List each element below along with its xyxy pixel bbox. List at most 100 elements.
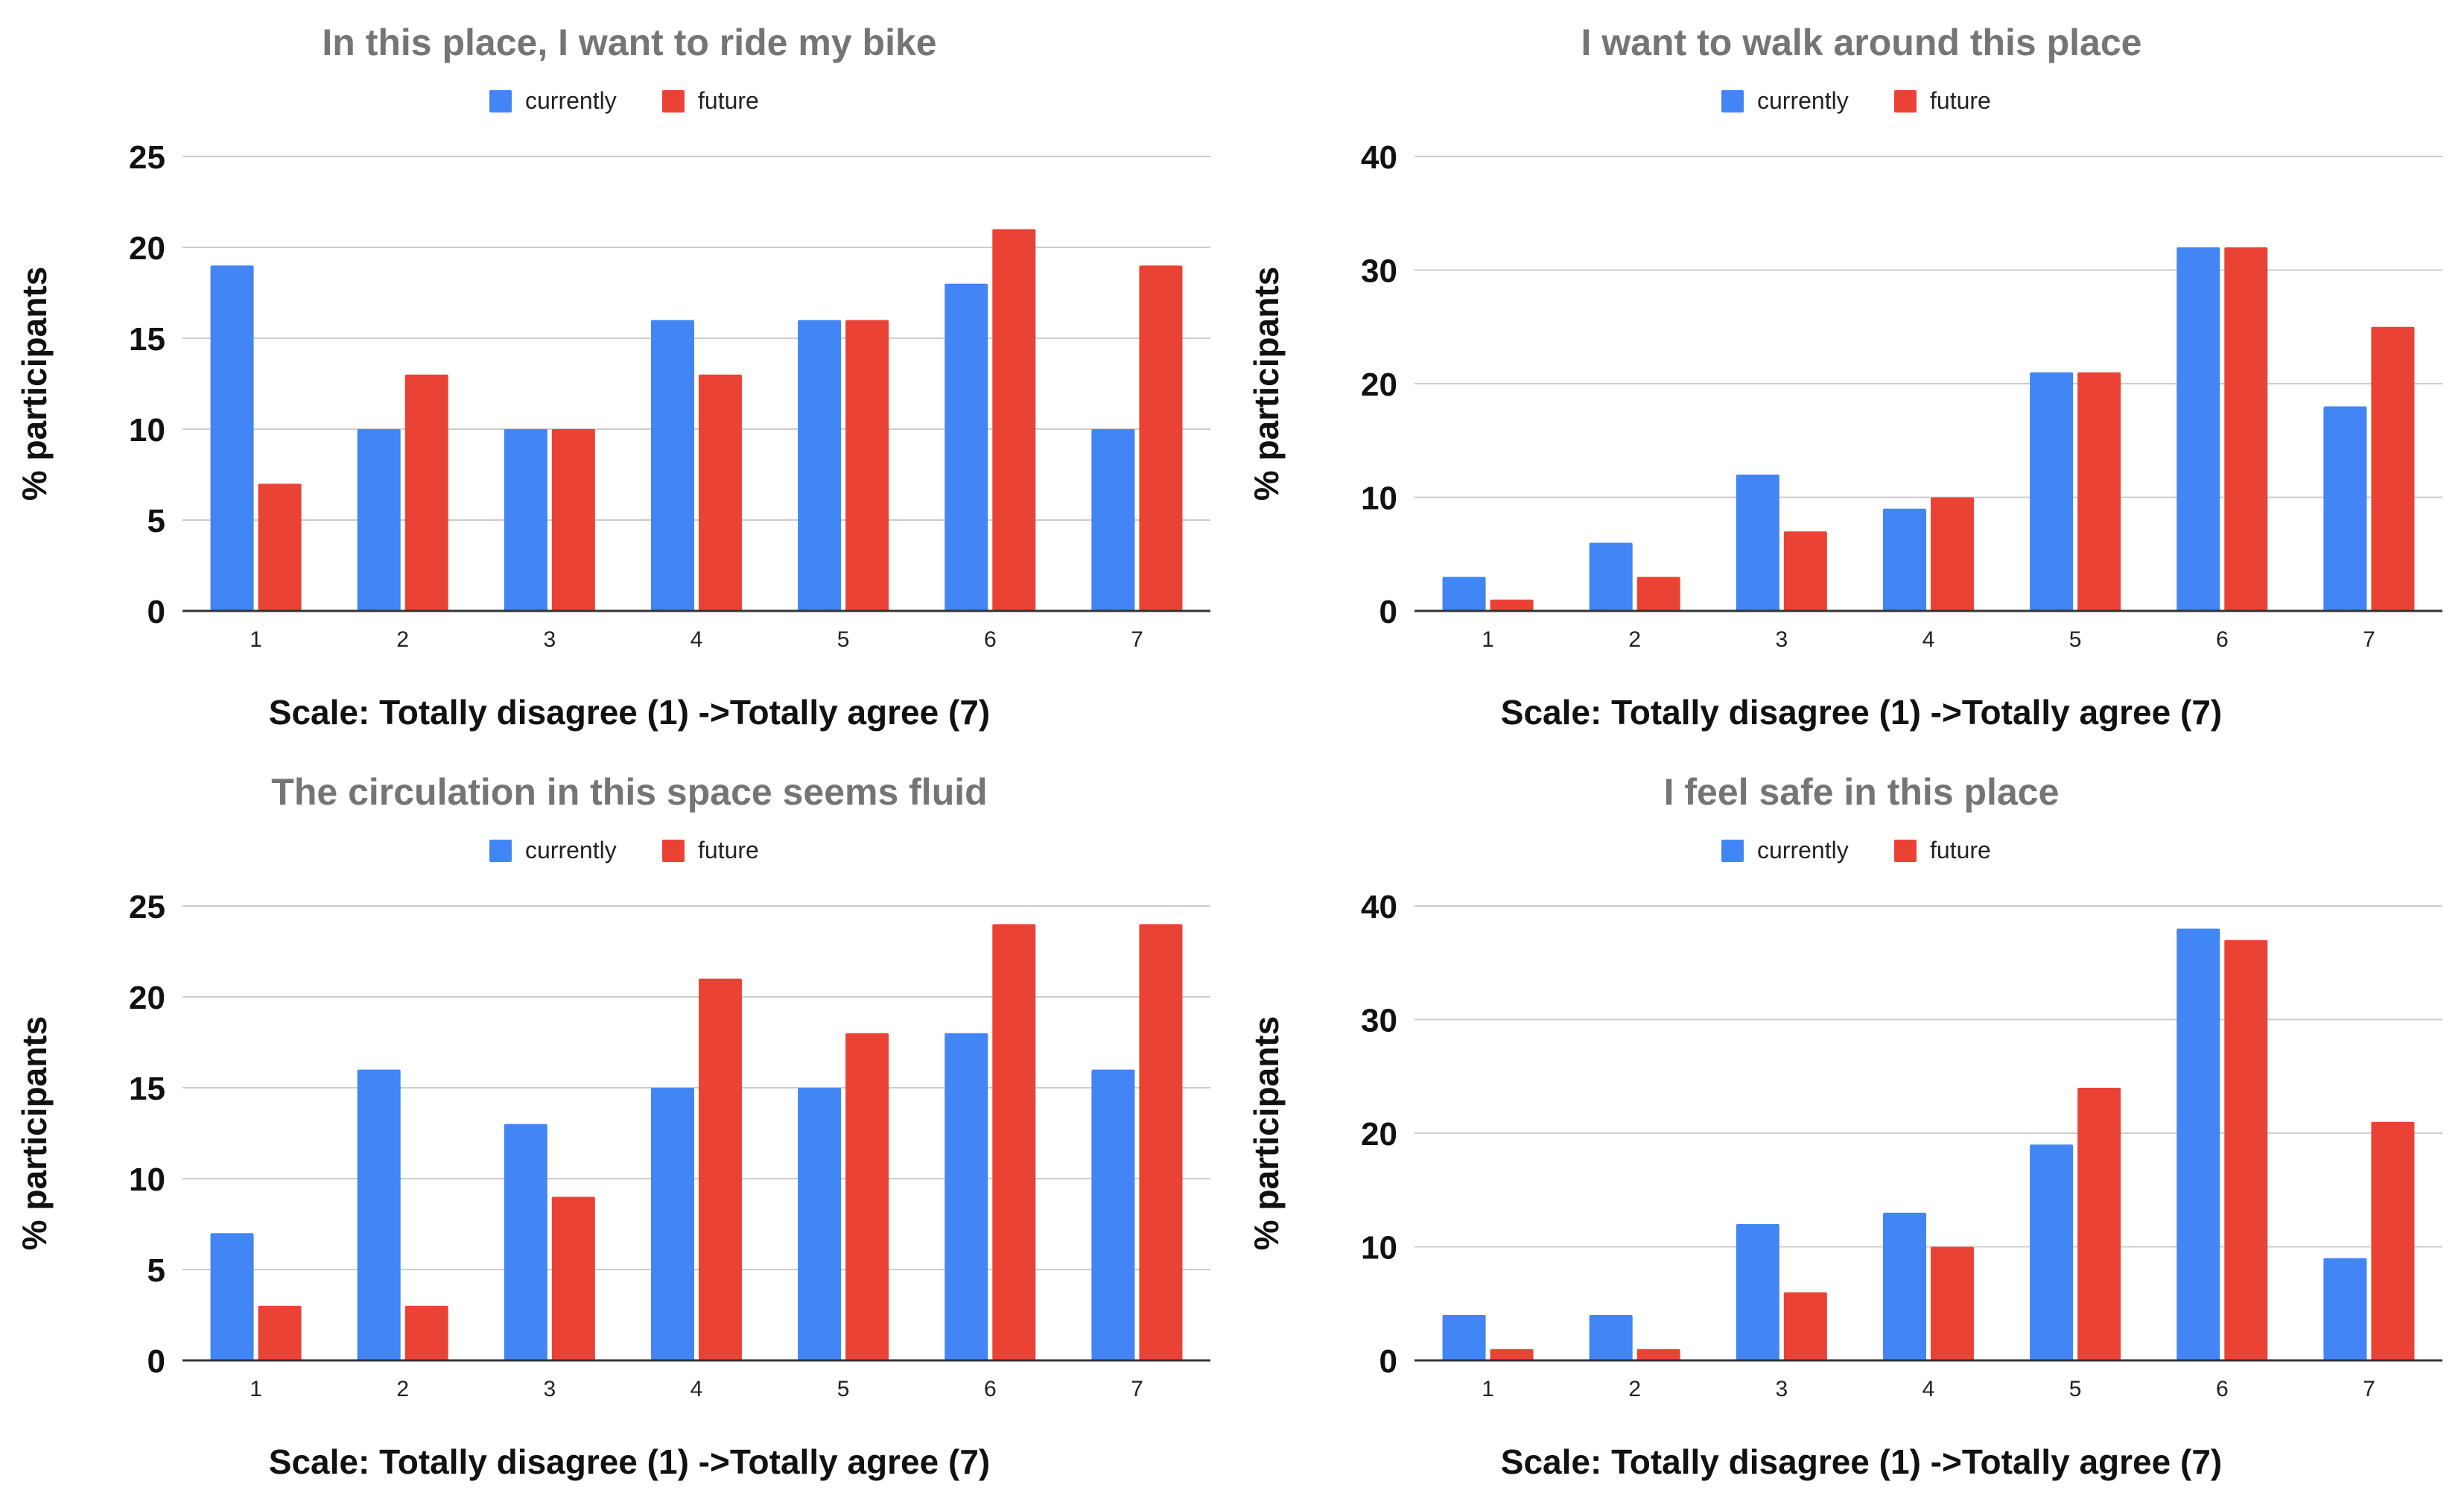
y-tick-label: 15 <box>129 1071 165 1107</box>
bar-currently-7 <box>2323 1258 2367 1360</box>
x-tick-label: 6 <box>2216 627 2229 652</box>
bar-future-6 <box>992 229 1036 612</box>
x-tick-label: 6 <box>984 627 997 652</box>
bar-currently-3 <box>504 429 547 611</box>
bar-future-3 <box>551 429 595 611</box>
y-tick-label: 0 <box>1379 1343 1397 1380</box>
x-tick-label: 2 <box>1628 1377 1641 1401</box>
bar-currently-6 <box>2176 928 2220 1360</box>
x-tick-label: 4 <box>690 1377 703 1401</box>
chart-title: The circulation in this space seems flui… <box>271 771 987 813</box>
y-tick-label: 20 <box>129 980 165 1016</box>
bar-future-3 <box>551 1197 595 1360</box>
x-tick-label: 5 <box>837 627 850 652</box>
x-tick-label: 7 <box>2363 627 2375 652</box>
bar-future-2 <box>1636 577 1680 611</box>
x-tick-label: 3 <box>1776 627 1788 652</box>
bar-currently-6 <box>944 283 988 611</box>
y-tick-label: 0 <box>1379 594 1397 630</box>
y-tick-label: 10 <box>129 412 165 449</box>
y-tick-label: 40 <box>1361 139 1397 176</box>
x-tick-label: 2 <box>1628 627 1641 652</box>
bar-future-5 <box>2077 1088 2121 1360</box>
bar-currently-4 <box>651 320 694 611</box>
x-tick-label: 5 <box>2069 627 2082 652</box>
y-tick-label: 5 <box>147 1252 165 1289</box>
x-tick-label: 4 <box>1922 627 1935 652</box>
bar-currently-5 <box>798 320 842 611</box>
y-tick-label: 10 <box>129 1162 165 1198</box>
x-axis-label: Scale: Totally disagree (1) ->Totally ag… <box>1501 1442 2222 1481</box>
bar-future-5 <box>2077 372 2121 611</box>
y-tick-label: 20 <box>129 230 165 267</box>
chart-svg: The circulation in this space seems flui… <box>15 771 1210 1481</box>
chart-svg: I want to walk around this place currentl… <box>1247 22 2442 732</box>
bar-currently-4 <box>1883 508 1926 611</box>
bar-currently-3 <box>1736 475 1779 611</box>
y-tick-label: 10 <box>1361 481 1397 517</box>
bar-future-6 <box>2224 247 2268 611</box>
chart-title: I want to walk around this place <box>1581 22 2142 63</box>
x-tick-label: 7 <box>1131 1377 1143 1401</box>
y-tick-label: 0 <box>147 1343 165 1380</box>
legend: currently future <box>489 87 759 114</box>
legend-label-currently: currently <box>1757 87 1849 114</box>
x-axis-label: Scale: Totally disagree (1) ->Totally ag… <box>1501 693 2222 732</box>
chart-title: I feel safe in this place <box>1664 771 2060 813</box>
bar-future-6 <box>992 924 1036 1360</box>
bar-future-4 <box>699 374 742 611</box>
chart-svg: I feel safe in this place currently future… <box>1247 771 2442 1481</box>
bar-currently-6 <box>2176 247 2220 611</box>
bar-future-2 <box>404 1305 448 1360</box>
legend-label-future: future <box>698 87 759 114</box>
legend-swatch-currently <box>489 840 512 862</box>
legend-swatch-future <box>662 90 685 112</box>
x-tick-label: 7 <box>2363 1377 2375 1401</box>
x-tick-label: 5 <box>837 1377 850 1401</box>
x-tick-label: 6 <box>2216 1377 2229 1401</box>
bar-currently-4 <box>1883 1212 1926 1360</box>
y-tick-label: 30 <box>1361 1003 1397 1039</box>
y-axis-label: % participants <box>1247 1016 1286 1250</box>
bar-currently-3 <box>504 1124 547 1360</box>
legend-label-currently: currently <box>525 837 617 863</box>
bar-currently-1 <box>1442 577 1486 611</box>
x-tick-label: 5 <box>2069 1377 2082 1401</box>
x-tick-label: 3 <box>544 627 556 652</box>
y-tick-label: 15 <box>129 321 165 358</box>
bar-currently-1 <box>210 1233 254 1360</box>
legend-label-future: future <box>1930 87 1991 114</box>
chart-feel-safe: I feel safe in this place currently future… <box>1232 750 2464 1499</box>
bar-future-1 <box>1490 1349 1534 1360</box>
legend-swatch-currently <box>1721 840 1744 862</box>
x-tick-label: 1 <box>1482 627 1494 652</box>
x-axis-label: Scale: Totally disagree (1) ->Totally ag… <box>269 1442 990 1481</box>
bar-currently-5 <box>798 1088 842 1360</box>
x-tick-label: 4 <box>1922 1377 1935 1401</box>
legend-label-currently: currently <box>525 87 617 114</box>
y-axis-label: % participants <box>1247 267 1286 501</box>
legend-swatch-future <box>1894 90 1917 112</box>
y-tick-label: 20 <box>1361 367 1397 403</box>
bar-future-7 <box>2371 1121 2415 1360</box>
x-tick-label: 3 <box>1776 1377 1788 1401</box>
y-axis-label: % participants <box>15 267 54 501</box>
y-tick-label: 0 <box>147 594 165 630</box>
legend-swatch-future <box>662 840 685 862</box>
legend-swatch-future <box>1894 840 1917 862</box>
x-tick-label: 1 <box>1482 1377 1494 1401</box>
legend-label-future: future <box>698 837 759 863</box>
y-tick-label: 30 <box>1361 253 1397 290</box>
bar-currently-6 <box>944 1033 988 1360</box>
y-tick-label: 5 <box>147 503 165 539</box>
x-tick-label: 2 <box>396 1377 409 1401</box>
y-tick-label: 20 <box>1361 1116 1397 1153</box>
x-axis-label: Scale: Totally disagree (1) ->Totally ag… <box>269 693 990 732</box>
legend: currently future <box>489 837 759 863</box>
chart-ride-bike: In this place, I want to ride my bike cur… <box>0 0 1232 750</box>
bar-future-1 <box>258 484 302 611</box>
bar-currently-5 <box>2030 1144 2074 1360</box>
y-tick-label: 25 <box>129 139 165 176</box>
bar-currently-7 <box>2323 406 2367 611</box>
legend: currently future <box>1721 87 1991 114</box>
